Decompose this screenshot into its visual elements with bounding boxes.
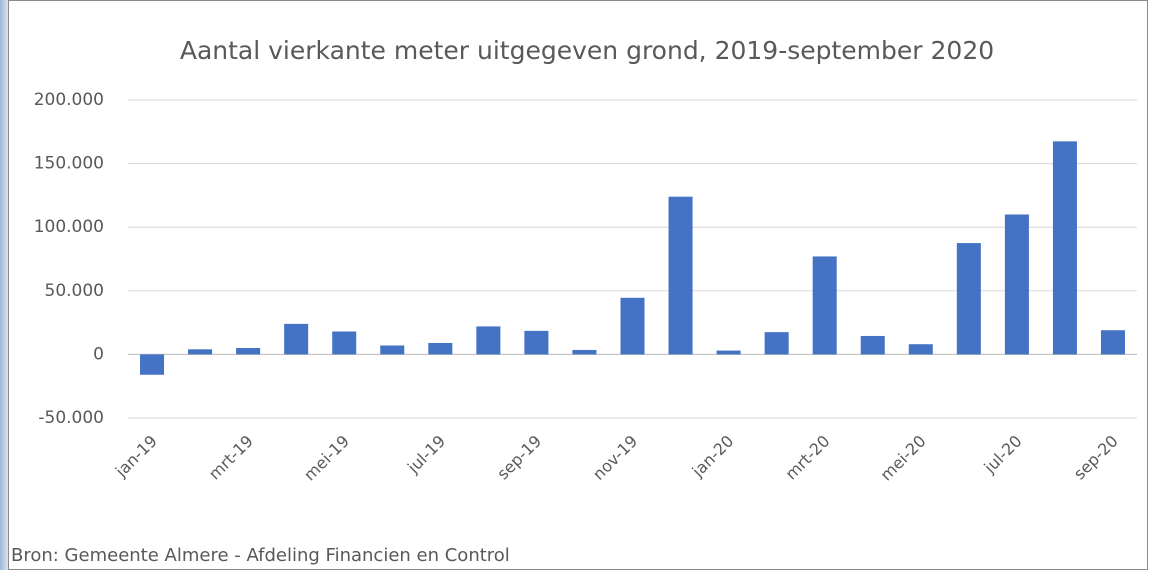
chart-title: Aantal vierkante meter uitgegeven grond,… xyxy=(180,36,994,65)
bar xyxy=(188,349,213,355)
bar xyxy=(620,297,645,355)
y-tick-label: 50.000 xyxy=(45,281,104,301)
x-tick-label: nov-19 xyxy=(589,431,641,483)
y-tick-label: 0 xyxy=(93,344,104,364)
bar xyxy=(1100,330,1125,355)
bar xyxy=(860,335,885,355)
x-tick-label: sep-20 xyxy=(1070,431,1122,483)
bar xyxy=(524,330,549,355)
bar xyxy=(140,354,165,375)
bar xyxy=(764,332,789,355)
y-tick-label: 150.000 xyxy=(34,154,104,174)
x-tick-label: jul-20 xyxy=(980,431,1026,477)
bar xyxy=(716,350,741,355)
bar xyxy=(956,243,981,355)
x-tick-label: jan-19 xyxy=(111,431,161,481)
x-tick-label: mrt-20 xyxy=(781,431,833,483)
x-tick-label: jan-20 xyxy=(688,431,738,481)
y-tick-label: 200.000 xyxy=(34,90,104,110)
side-strip xyxy=(0,0,9,570)
source-note: Bron: Gemeente Almere - Afdeling Financi… xyxy=(11,545,510,566)
x-tick-label: jul-19 xyxy=(403,431,449,477)
x-tick-label: mrt-19 xyxy=(205,431,257,483)
bar xyxy=(236,348,261,355)
x-tick-label: mei-19 xyxy=(300,431,353,484)
x-tick-label: sep-19 xyxy=(493,431,545,483)
y-tick-label: -50.000 xyxy=(38,408,104,428)
bar xyxy=(1004,214,1029,355)
bar xyxy=(572,349,597,355)
bar xyxy=(812,256,837,355)
bar xyxy=(668,196,693,355)
bar xyxy=(380,345,405,355)
y-tick-label: 100.000 xyxy=(34,217,104,237)
x-tick-label: mei-20 xyxy=(877,431,930,484)
bar xyxy=(284,323,309,355)
bar xyxy=(332,331,357,355)
bar xyxy=(908,344,933,355)
bar xyxy=(476,326,501,355)
bar xyxy=(428,342,453,355)
bar xyxy=(1052,141,1077,355)
